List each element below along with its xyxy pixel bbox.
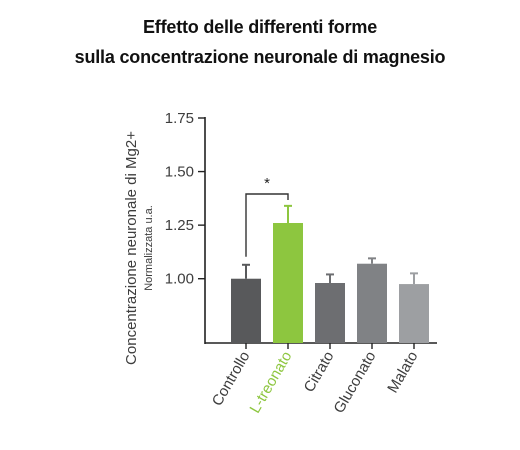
- significance-bracket: [245, 193, 289, 257]
- category-label-l-treonato: L-treonato: [247, 349, 296, 417]
- chart-title-line-1: Effetto delle differenti forme: [142, 17, 378, 37]
- y-axis-sublabel: Normalizzata u.a.: [143, 205, 155, 291]
- bar-citrato: [315, 283, 345, 343]
- y-tick-label: 1.75: [165, 110, 194, 127]
- significance-label: *: [264, 175, 270, 192]
- bar-gluconato: [357, 263, 387, 343]
- y-tick-label: 1.25: [165, 217, 194, 234]
- bar-l-treonato: [273, 223, 303, 343]
- chart-title-line-2: sulla concentrazione neuronale di magnes…: [74, 47, 446, 67]
- category-label-citrato: Citrato: [301, 349, 338, 396]
- bar-controllo: [231, 278, 261, 343]
- y-axis-label: Concentrazione neuronale di Mg2+: [123, 131, 140, 365]
- bar-malato: [399, 284, 429, 343]
- category-label-malato: Malato: [384, 349, 421, 396]
- category-label-controllo: Controllo: [209, 349, 254, 409]
- y-tick-label: 1.00: [165, 271, 194, 288]
- category-label-gluconato: Gluconato: [331, 349, 380, 417]
- y-tick-label: 1.50: [165, 164, 194, 181]
- y-axis-title-group: Concentrazione neuronale di Mg2+ Normali…: [123, 131, 155, 365]
